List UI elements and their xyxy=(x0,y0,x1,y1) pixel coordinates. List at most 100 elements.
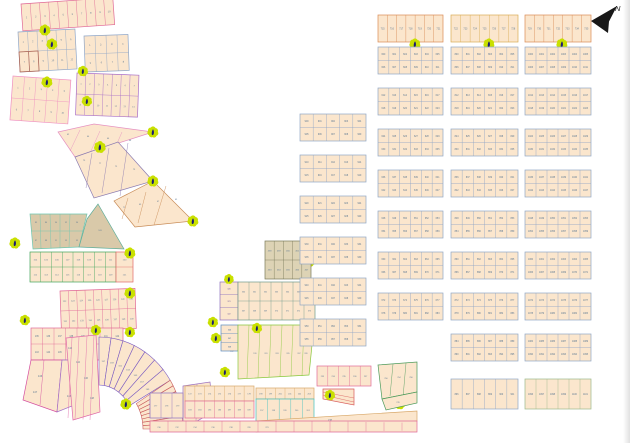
svg-text:1001: 1001 xyxy=(539,54,545,56)
svg-text:1082: 1082 xyxy=(572,313,578,315)
svg-text:1071: 1071 xyxy=(583,272,589,274)
svg-text:1050: 1050 xyxy=(550,218,556,220)
svg-text:734: 734 xyxy=(575,28,580,31)
svg-text:726: 726 xyxy=(492,28,497,31)
svg-text:1005: 1005 xyxy=(583,54,589,56)
svg-text:1081: 1081 xyxy=(561,313,567,315)
svg-text:1048: 1048 xyxy=(528,218,534,220)
svg-text:732: 732 xyxy=(556,28,561,31)
svg-text:1037: 1037 xyxy=(539,177,545,179)
svg-text:722: 722 xyxy=(454,28,459,31)
svg-text:1053: 1053 xyxy=(583,218,589,220)
svg-text:724: 724 xyxy=(473,28,478,31)
svg-text:1008: 1008 xyxy=(550,67,556,69)
svg-text:1012: 1012 xyxy=(528,95,534,97)
svg-text:1076: 1076 xyxy=(572,300,578,302)
svg-text:1030: 1030 xyxy=(528,149,534,151)
svg-text:719: 719 xyxy=(418,28,423,31)
svg-text:1049: 1049 xyxy=(539,218,545,220)
svg-text:1101: 1101 xyxy=(583,394,589,396)
svg-text:1084: 1084 xyxy=(528,341,534,343)
svg-text:1047: 1047 xyxy=(583,190,589,192)
svg-text:1074: 1074 xyxy=(550,300,556,302)
svg-text:1067: 1067 xyxy=(539,272,545,274)
svg-text:1002: 1002 xyxy=(550,54,556,56)
svg-text:1066: 1066 xyxy=(528,272,534,274)
svg-text:1086: 1086 xyxy=(550,341,556,343)
svg-text:1078: 1078 xyxy=(528,313,534,315)
svg-text:1060: 1060 xyxy=(528,259,534,261)
svg-text:727: 727 xyxy=(502,28,507,31)
svg-text:1006: 1006 xyxy=(528,67,534,69)
svg-text:1021: 1021 xyxy=(561,108,567,110)
svg-text:1064: 1064 xyxy=(572,259,578,261)
svg-text:147: 147 xyxy=(33,390,38,394)
svg-text:1061: 1061 xyxy=(539,259,545,261)
svg-text:1029: 1029 xyxy=(583,136,589,138)
svg-text:1041: 1041 xyxy=(583,177,589,179)
svg-text:1070: 1070 xyxy=(572,272,578,274)
svg-text:1097: 1097 xyxy=(539,394,545,396)
svg-text:1019: 1019 xyxy=(539,108,545,110)
svg-text:1036: 1036 xyxy=(528,177,534,179)
svg-text:1098: 1098 xyxy=(550,394,556,396)
svg-text:1051: 1051 xyxy=(561,218,567,220)
svg-text:717: 717 xyxy=(399,28,404,31)
svg-text:1077: 1077 xyxy=(583,300,589,302)
svg-text:725: 725 xyxy=(483,28,488,31)
svg-text:1039: 1039 xyxy=(561,177,567,179)
svg-text:1052: 1052 xyxy=(572,218,578,220)
svg-text:1040: 1040 xyxy=(572,177,578,179)
svg-text:1038: 1038 xyxy=(550,177,556,179)
svg-text:720: 720 xyxy=(427,28,432,31)
svg-text:1022: 1022 xyxy=(572,108,578,110)
svg-text:1044: 1044 xyxy=(550,190,556,192)
svg-text:1080: 1080 xyxy=(550,313,556,315)
svg-text:1054: 1054 xyxy=(528,231,534,233)
svg-text:1024: 1024 xyxy=(528,136,534,138)
svg-text:729: 729 xyxy=(528,28,533,31)
svg-text:1092: 1092 xyxy=(550,354,556,356)
svg-text:1065: 1065 xyxy=(583,259,589,261)
svg-text:203: 203 xyxy=(275,353,278,355)
svg-text:1045: 1045 xyxy=(561,190,567,192)
svg-text:721: 721 xyxy=(436,28,441,31)
svg-text:1075: 1075 xyxy=(561,300,567,302)
svg-text:205: 205 xyxy=(286,353,289,355)
svg-text:197: 197 xyxy=(230,351,233,353)
svg-text:1056: 1056 xyxy=(550,231,556,233)
svg-text:1028: 1028 xyxy=(572,136,578,138)
svg-text:1093: 1093 xyxy=(561,354,567,356)
svg-text:718: 718 xyxy=(409,28,414,31)
svg-text:1091: 1091 xyxy=(539,354,545,356)
svg-text:1062: 1062 xyxy=(550,259,556,261)
svg-text:1013: 1013 xyxy=(539,95,545,97)
svg-text:1089: 1089 xyxy=(583,341,589,343)
svg-text:1088: 1088 xyxy=(572,341,578,343)
svg-text:1025: 1025 xyxy=(539,136,545,138)
svg-text:731: 731 xyxy=(547,28,552,31)
svg-text:1023: 1023 xyxy=(583,108,589,110)
svg-text:201: 201 xyxy=(264,353,267,355)
svg-text:730: 730 xyxy=(537,28,542,31)
svg-text:735: 735 xyxy=(584,28,589,31)
svg-text:1079: 1079 xyxy=(539,313,545,315)
svg-text:1063: 1063 xyxy=(561,259,567,261)
svg-text:1016: 1016 xyxy=(572,95,578,97)
svg-text:1020: 1020 xyxy=(550,108,556,110)
svg-text:1033: 1033 xyxy=(561,149,567,151)
svg-text:1009: 1009 xyxy=(561,67,567,69)
svg-text:207: 207 xyxy=(297,353,300,355)
svg-text:1095: 1095 xyxy=(583,354,589,356)
svg-text:1057: 1057 xyxy=(561,231,567,233)
svg-text:1069: 1069 xyxy=(561,272,567,274)
svg-text:1100: 1100 xyxy=(572,394,578,396)
svg-text:1073: 1073 xyxy=(539,300,545,302)
svg-text:1011: 1011 xyxy=(583,67,589,69)
svg-text:1007: 1007 xyxy=(539,67,545,69)
svg-text:1043: 1043 xyxy=(539,190,545,192)
svg-text:1042: 1042 xyxy=(528,190,534,192)
svg-text:1015: 1015 xyxy=(561,95,567,97)
svg-text:716: 716 xyxy=(390,28,395,31)
svg-text:1083: 1083 xyxy=(583,313,589,315)
